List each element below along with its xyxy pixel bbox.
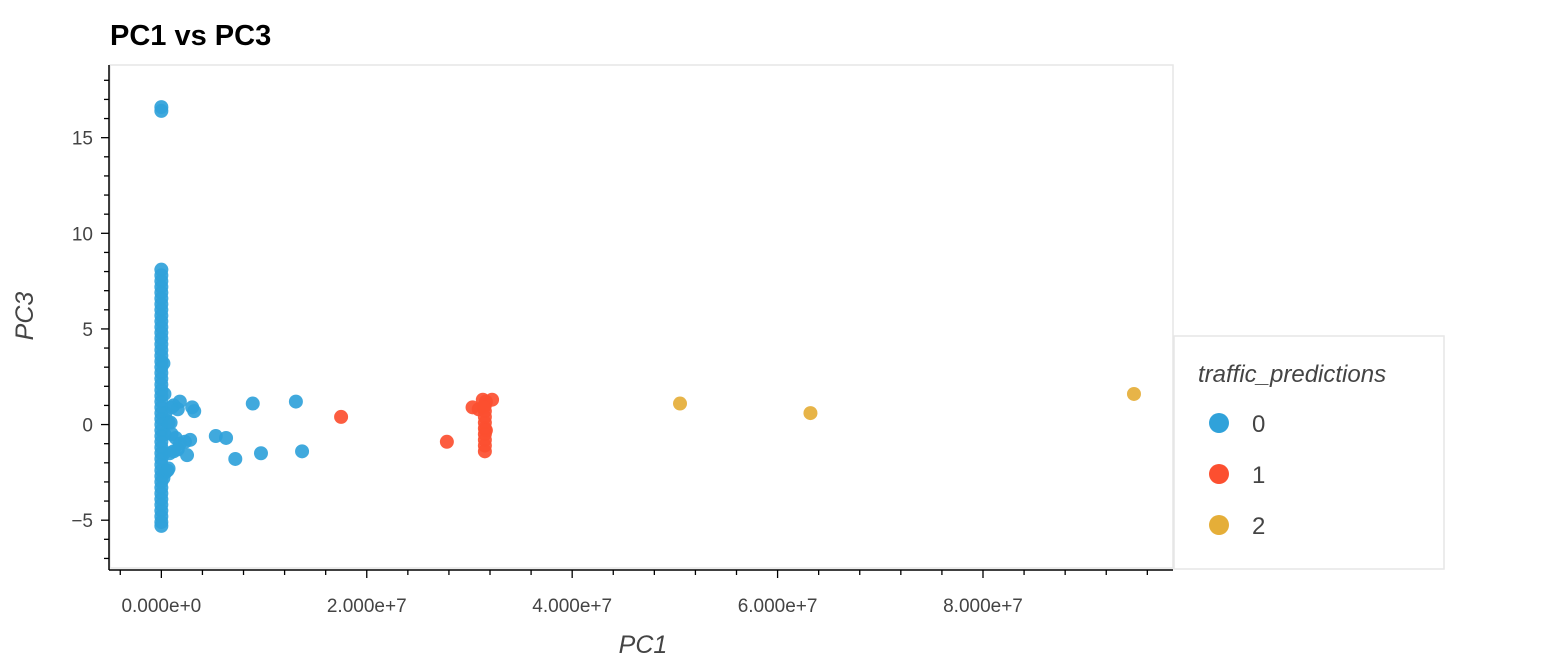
data-point-series-0	[170, 402, 185, 417]
y-tick-label: 10	[72, 224, 93, 245]
data-point-series-0	[156, 356, 171, 371]
data-point-series-0	[183, 432, 198, 447]
data-point-series-1	[439, 434, 454, 449]
data-point-series-0	[253, 446, 268, 461]
y-tick-label: 15	[72, 129, 93, 150]
data-point-series-0	[245, 396, 260, 411]
data-point-series-0	[187, 404, 202, 419]
x-axis-ticks: 0.000e+0 2.000e+7 4.000e+7 6.000e+7 8.000e+7	[119, 570, 1148, 617]
y-tick-label: 0	[82, 416, 93, 437]
data-point-series-0	[154, 518, 169, 533]
data-point-series-0	[180, 448, 195, 463]
data-point-series-0	[219, 430, 234, 445]
x-tick-label: 8.000e+7	[943, 596, 1023, 617]
x-axis-label: PC1	[619, 631, 668, 659]
data-point-series-2	[673, 396, 688, 411]
legend-label-0: 0	[1252, 411, 1265, 438]
legend-label-2: 2	[1252, 513, 1265, 540]
x-tick-label: 4.000e+7	[532, 596, 612, 617]
y-tick-label: 5	[82, 320, 93, 341]
data-point-series-1	[478, 423, 493, 438]
legend-title: traffic_predictions	[1198, 361, 1386, 388]
data-point-series-0	[161, 461, 176, 476]
legend-label-1: 1	[1252, 462, 1265, 489]
data-point-series-1	[477, 444, 492, 459]
data-point-series-1	[334, 409, 349, 424]
data-point-series-0	[288, 394, 303, 409]
y-axis-label: PC3	[11, 292, 39, 341]
x-tick-label: 2.000e+7	[327, 596, 407, 617]
legend-items: 0 1 2	[1209, 411, 1265, 540]
legend: traffic_predictions 0 1 2	[1173, 335, 1445, 570]
data-point-series-2	[1126, 386, 1141, 401]
data-point-series-1	[476, 400, 491, 415]
legend-marker-0	[1209, 413, 1229, 433]
data-point-series-0	[157, 386, 172, 401]
data-point-series-2	[803, 406, 818, 421]
data-point-series-0	[154, 103, 169, 118]
y-axis-ticks: −5 0 5 10 15	[71, 79, 109, 560]
data-point-series-0	[162, 446, 177, 461]
x-tick-label: 6.000e+7	[738, 596, 818, 617]
data-point-series-0	[228, 451, 243, 466]
data-point-series-0	[163, 415, 178, 430]
data-point-series-0	[295, 444, 310, 459]
chart-title: PC1 vs PC3	[110, 20, 271, 52]
legend-marker-2	[1209, 515, 1229, 535]
legend-marker-1	[1209, 464, 1229, 484]
x-tick-label: 0.000e+0	[121, 596, 201, 617]
scatter-points	[154, 100, 1141, 533]
plot-area[interactable]	[109, 64, 1174, 569]
y-tick-label: −5	[71, 511, 93, 532]
